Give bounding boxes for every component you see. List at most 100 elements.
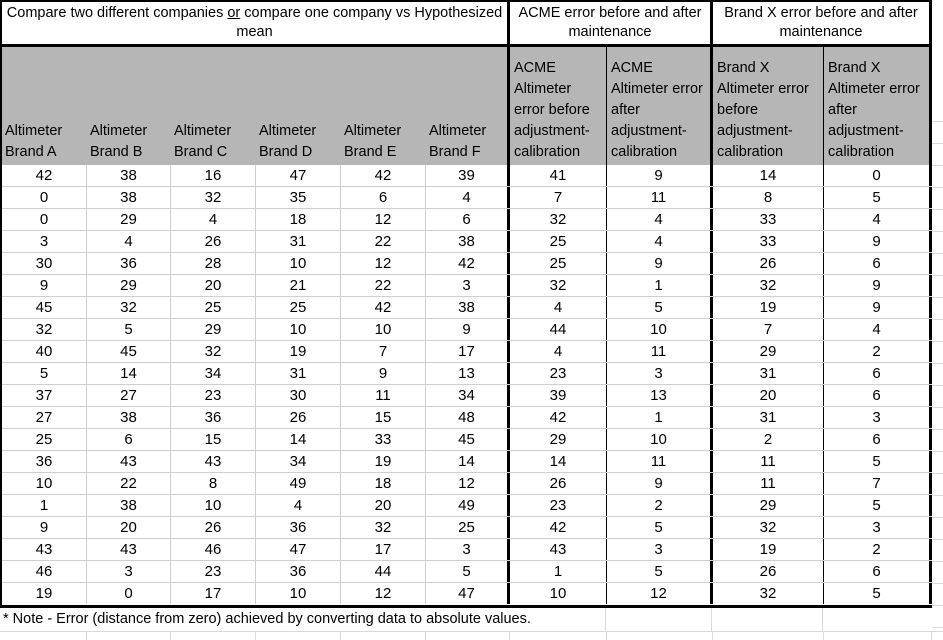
table-cell[interactable]: 6 — [426, 209, 510, 230]
table-cell[interactable]: 38 — [87, 165, 171, 186]
table-cell[interactable]: 32 — [87, 297, 171, 318]
table-cell[interactable]: 15 — [341, 407, 426, 428]
table-cell[interactable]: 19 — [341, 451, 426, 472]
table-cell[interactable]: 1 — [510, 561, 607, 582]
table-cell[interactable]: 14 — [426, 451, 510, 472]
header-brand-f[interactable]: Altimeter Brand F — [429, 123, 487, 160]
table-cell[interactable]: 25 — [426, 517, 510, 538]
table-cell[interactable]: 20 — [713, 385, 824, 406]
table-cell[interactable]: 4 — [87, 231, 171, 252]
table-cell[interactable]: 4 — [824, 319, 932, 340]
table-cell[interactable]: 29 — [87, 209, 171, 230]
table-cell[interactable]: 20 — [171, 275, 256, 296]
table-cell[interactable]: 3 — [824, 407, 932, 428]
table-cell[interactable]: 12 — [341, 583, 426, 604]
table-cell[interactable]: 16 — [171, 165, 256, 186]
header-brand-c[interactable]: Altimeter Brand C — [174, 123, 232, 160]
table-cell[interactable]: 36 — [87, 253, 171, 274]
table-cell[interactable]: 3 — [607, 363, 713, 384]
table-cell[interactable]: 12 — [341, 253, 426, 274]
table-cell[interactable]: 12 — [607, 583, 713, 604]
table-cell[interactable]: 33 — [341, 429, 426, 450]
empty-cell[interactable] — [426, 632, 510, 640]
header-brandx-before[interactable]: Brand X Altimeter error before adjustmen… — [713, 47, 824, 165]
table-cell[interactable]: 32 — [171, 187, 256, 208]
table-cell[interactable]: 5 — [2, 363, 87, 384]
table-cell[interactable]: 9 — [607, 473, 713, 494]
table-cell[interactable]: 47 — [256, 165, 341, 186]
table-cell[interactable]: 12 — [426, 473, 510, 494]
table-cell[interactable]: 4 — [256, 495, 341, 516]
table-cell[interactable]: 37 — [2, 385, 87, 406]
table-cell[interactable]: 9 — [824, 275, 932, 296]
table-cell[interactable]: 10 — [171, 495, 256, 516]
table-cell[interactable]: 6 — [87, 429, 171, 450]
table-cell[interactable]: 0 — [2, 209, 87, 230]
table-cell[interactable]: 10 — [2, 473, 87, 494]
table-cell[interactable]: 11 — [713, 451, 824, 472]
table-cell[interactable]: 11 — [607, 451, 713, 472]
table-cell[interactable]: 13 — [426, 363, 510, 384]
table-cell[interactable]: 13 — [607, 385, 713, 406]
table-cell[interactable]: 18 — [256, 209, 341, 230]
table-cell[interactable]: 20 — [87, 517, 171, 538]
table-cell[interactable]: 0 — [2, 187, 87, 208]
table-cell[interactable]: 5 — [824, 495, 932, 516]
table-cell[interactable]: 22 — [341, 275, 426, 296]
table-cell[interactable]: 6 — [824, 429, 932, 450]
table-cell[interactable]: 32 — [171, 341, 256, 362]
empty-cell[interactable] — [341, 632, 426, 640]
table-cell[interactable]: 10 — [607, 319, 713, 340]
table-cell[interactable]: 5 — [824, 451, 932, 472]
table-cell[interactable]: 19 — [713, 297, 824, 318]
table-cell[interactable]: 2 — [824, 341, 932, 362]
empty-cell[interactable] — [824, 632, 932, 640]
table-cell[interactable]: 11 — [341, 385, 426, 406]
table-cell[interactable]: 9 — [2, 275, 87, 296]
table-cell[interactable]: 46 — [2, 561, 87, 582]
table-cell[interactable]: 49 — [426, 495, 510, 516]
table-cell[interactable]: 9 — [607, 253, 713, 274]
table-cell[interactable]: 5 — [87, 319, 171, 340]
header-brand-d[interactable]: Altimeter Brand D — [259, 123, 317, 160]
table-cell[interactable]: 9 — [341, 363, 426, 384]
table-cell[interactable]: 4 — [171, 209, 256, 230]
table-cell[interactable]: 26 — [256, 407, 341, 428]
table-cell[interactable]: 10 — [256, 319, 341, 340]
table-cell[interactable]: 32 — [341, 517, 426, 538]
empty-cell[interactable] — [87, 632, 171, 640]
empty-cell[interactable] — [713, 632, 824, 640]
table-cell[interactable]: 43 — [510, 539, 607, 560]
table-cell[interactable]: 32 — [510, 275, 607, 296]
table-cell[interactable]: 34 — [171, 363, 256, 384]
table-cell[interactable]: 18 — [341, 473, 426, 494]
table-cell[interactable]: 42 — [341, 165, 426, 186]
table-cell[interactable]: 9 — [824, 297, 932, 318]
table-cell[interactable]: 25 — [510, 231, 607, 252]
table-cell[interactable]: 32 — [510, 209, 607, 230]
table-cell[interactable]: 6 — [341, 187, 426, 208]
table-cell[interactable]: 33 — [713, 209, 824, 230]
table-cell[interactable]: 31 — [256, 363, 341, 384]
table-cell[interactable]: 38 — [426, 231, 510, 252]
table-cell[interactable]: 34 — [256, 451, 341, 472]
table-cell[interactable]: 42 — [341, 297, 426, 318]
table-cell[interactable]: 10 — [607, 429, 713, 450]
table-cell[interactable]: 7 — [510, 187, 607, 208]
table-cell[interactable]: 26 — [510, 473, 607, 494]
table-cell[interactable]: 30 — [2, 253, 87, 274]
table-cell[interactable]: 42 — [2, 165, 87, 186]
table-cell[interactable]: 6 — [824, 385, 932, 406]
table-cell[interactable]: 39 — [510, 385, 607, 406]
table-cell[interactable]: 42 — [426, 253, 510, 274]
table-cell[interactable]: 17 — [426, 341, 510, 362]
table-cell[interactable]: 9 — [2, 517, 87, 538]
table-cell[interactable]: 0 — [824, 165, 932, 186]
table-cell[interactable]: 32 — [2, 319, 87, 340]
table-cell[interactable]: 39 — [426, 165, 510, 186]
table-cell[interactable]: 31 — [256, 231, 341, 252]
table-cell[interactable]: 23 — [510, 495, 607, 516]
table-cell[interactable]: 30 — [256, 385, 341, 406]
table-cell[interactable]: 23 — [510, 363, 607, 384]
table-cell[interactable]: 25 — [2, 429, 87, 450]
